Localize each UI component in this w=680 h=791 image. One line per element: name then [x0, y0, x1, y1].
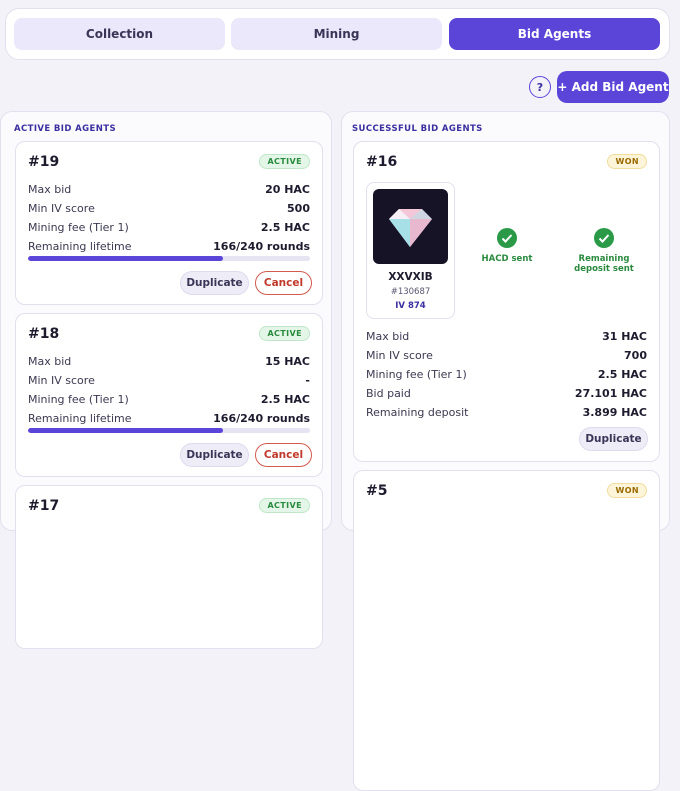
info-row: Min IV score 500 — [28, 199, 310, 218]
agent-card: #5 WON — [353, 470, 660, 791]
duplicate-button[interactable]: Duplicate — [180, 271, 249, 295]
row-value: 20 HAC — [265, 183, 310, 196]
active-panel: ACTIVE BID AGENTS #19 ACTIVE Max bid 20 HAC… — [0, 111, 332, 649]
info-row: Remaining lifetime 166/240 rounds — [28, 409, 310, 428]
status-badge: WON — [607, 483, 647, 498]
row-label: Min IV score — [28, 374, 95, 387]
cancel-button[interactable]: Cancel — [255, 271, 312, 295]
agent-id: #16 — [366, 154, 398, 170]
check-icon — [594, 228, 614, 248]
row-value: 2.5 HAC — [260, 393, 310, 406]
info-row: Remaining deposit 3.899 HAC — [366, 403, 647, 422]
row-label: Mining fee (Tier 1) — [28, 393, 129, 406]
row-value: 31 HAC — [602, 330, 647, 343]
add-button[interactable]: + Add Bid Agent — [557, 71, 669, 103]
tab[interactable]: Mining — [231, 18, 442, 50]
status-badge: ACTIVE — [259, 154, 310, 169]
progress-fill — [28, 428, 224, 433]
row-value: 166/240 rounds — [213, 412, 310, 425]
row-label: Mining fee (Tier 1) — [366, 368, 467, 381]
step-label: HACD sent — [481, 254, 533, 264]
row-label: Remaining lifetime — [28, 240, 132, 253]
agent-card: #16 WON XXVXIB #130687 IV 874 HACD sent Remain… — [353, 141, 660, 462]
agent-id: #5 — [366, 483, 388, 499]
progress-track — [28, 256, 310, 261]
item-number: #130687 — [390, 287, 431, 297]
row-value: 2.5 HAC — [597, 368, 647, 381]
info-row: Max bid 15 HAC — [28, 352, 310, 371]
row-label: Min IV score — [366, 349, 433, 362]
agent-id: #17 — [28, 498, 60, 514]
status-badge: ACTIVE — [259, 326, 310, 341]
row-value: 27.101 HAC — [574, 387, 647, 400]
info-row: Max bid 31 HAC — [366, 327, 647, 346]
row-value: - — [305, 374, 310, 387]
row-label: Max bid — [28, 355, 72, 368]
successful-panel: SUCCESSFUL BID AGENTS #16 WON XXVXIB #13068… — [341, 111, 670, 791]
progress-track — [28, 428, 310, 433]
tab[interactable]: Collection — [14, 18, 225, 50]
info-row: Bid paid 27.101 HAC — [366, 384, 647, 403]
row-label: Mining fee (Tier 1) — [28, 221, 129, 234]
row-value: 700 — [624, 349, 647, 362]
row-label: Max bid — [28, 183, 72, 196]
agent-id: #18 — [28, 326, 60, 342]
info-row: Min IV score - — [28, 371, 310, 390]
info-row: Mining fee (Tier 1) 2.5 HAC — [28, 218, 310, 237]
panel-title: ACTIVE BID AGENTS — [14, 124, 116, 134]
agent-card: #17 ACTIVE — [15, 485, 323, 649]
row-label: Remaining deposit — [366, 406, 469, 419]
cancel-button[interactable]: Cancel — [255, 443, 312, 467]
info-row: Mining fee (Tier 1) 2.5 HAC — [28, 390, 310, 409]
item-iv: IV 874 — [395, 301, 426, 311]
row-label: Max bid — [366, 330, 410, 343]
step-label: Remaining deposit sent — [574, 254, 634, 274]
row-label: Bid paid — [366, 387, 411, 400]
progress-fill — [28, 256, 224, 261]
tab[interactable]: Bid Agents — [449, 18, 660, 50]
duplicate-button[interactable]: Duplicate — [579, 427, 648, 451]
duplicate-button[interactable]: Duplicate — [180, 443, 249, 467]
help-button[interactable]: ? — [529, 76, 551, 98]
agent-card: #19 ACTIVE Max bid 20 HAC Min IV score 500 Min… — [15, 141, 323, 305]
agent-id: #19 — [28, 154, 60, 170]
info-row: Max bid 20 HAC — [28, 180, 310, 199]
agent-card: #18 ACTIVE Max bid 15 HAC Min IV score - Minin… — [15, 313, 323, 477]
info-row: Mining fee (Tier 1) 2.5 HAC — [366, 365, 647, 384]
info-row: Remaining lifetime 166/240 rounds — [28, 237, 310, 256]
row-value: 500 — [287, 202, 310, 215]
row-value: 15 HAC — [265, 355, 310, 368]
status-badge: WON — [607, 154, 647, 169]
panel-title: SUCCESSFUL BID AGENTS — [352, 124, 483, 134]
item-image — [373, 189, 448, 264]
row-label: Min IV score — [28, 202, 95, 215]
row-label: Remaining lifetime — [28, 412, 132, 425]
item-card: XXVXIB #130687 IV 874 — [366, 182, 455, 319]
row-value: 3.899 HAC — [582, 406, 647, 419]
check-icon — [497, 228, 517, 248]
row-value: 166/240 rounds — [213, 240, 310, 253]
status-badge: ACTIVE — [259, 498, 310, 513]
item-name: XXVXIB — [388, 271, 433, 283]
row-value: 2.5 HAC — [260, 221, 310, 234]
info-row: Min IV score 700 — [366, 346, 647, 365]
page: Collection Mining Bid Agents ? + Add Bid… — [0, 8, 670, 791]
